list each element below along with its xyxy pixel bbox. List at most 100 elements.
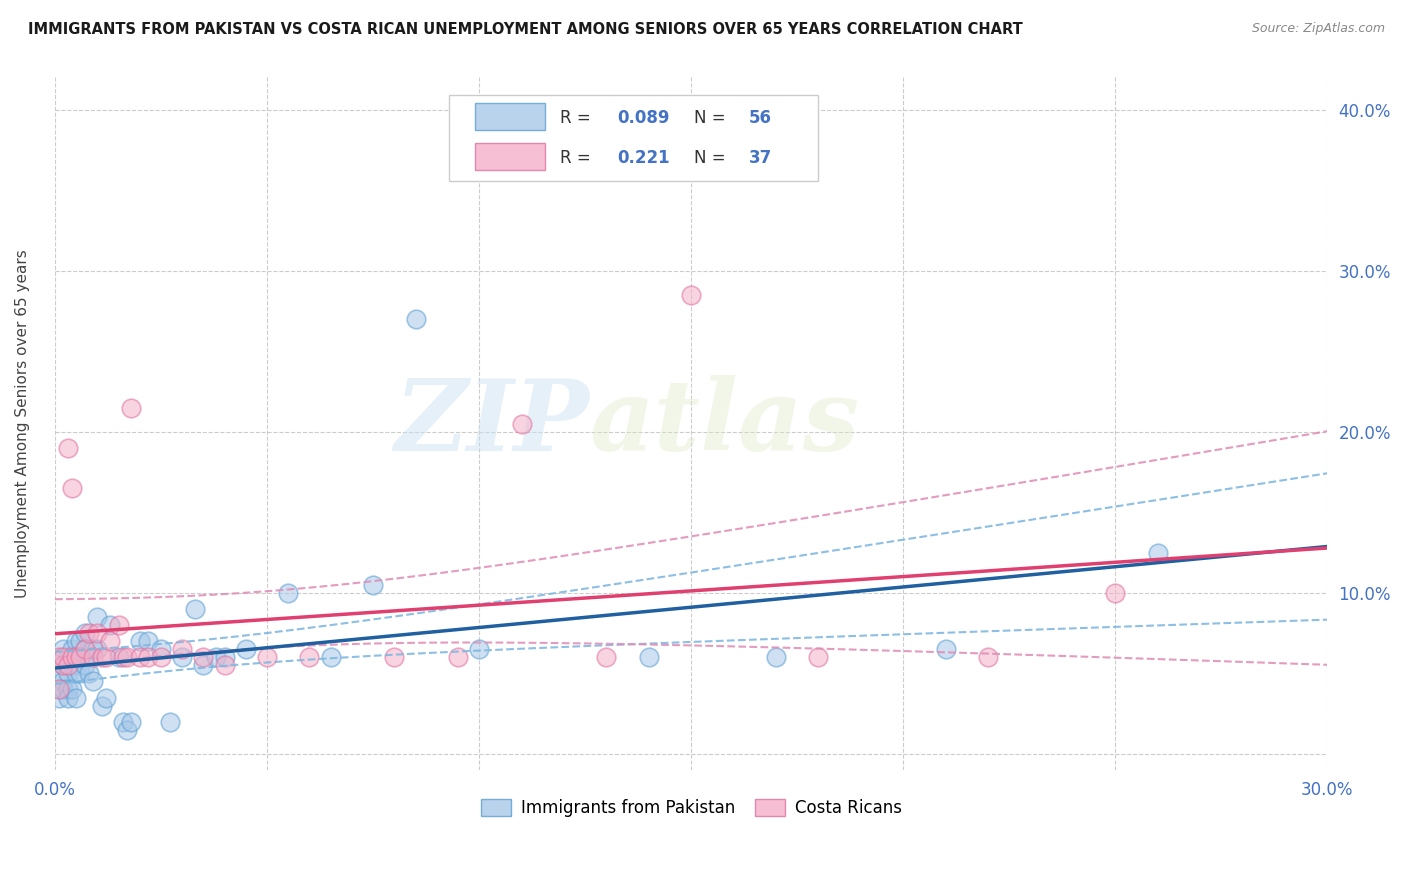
Point <box>256 650 278 665</box>
Point <box>56 658 79 673</box>
Point <box>77 650 100 665</box>
Text: 56: 56 <box>748 109 772 128</box>
Legend: Immigrants from Pakistan, Costa Ricans: Immigrants from Pakistan, Costa Ricans <box>474 792 908 824</box>
Point <box>56 650 79 665</box>
Point <box>159 714 181 729</box>
Point <box>82 650 104 665</box>
Point <box>82 642 104 657</box>
Point <box>69 650 91 665</box>
Point <box>136 650 159 665</box>
Point <box>69 666 91 681</box>
Point <box>277 586 299 600</box>
Point <box>319 650 342 665</box>
Point <box>52 674 75 689</box>
Text: IMMIGRANTS FROM PAKISTAN VS COSTA RICAN UNEMPLOYMENT AMONG SENIORS OVER 65 YEARS: IMMIGRANTS FROM PAKISTAN VS COSTA RICAN … <box>28 22 1024 37</box>
Point <box>86 626 108 640</box>
Point <box>77 626 100 640</box>
Point <box>65 650 87 665</box>
Point <box>90 650 112 665</box>
Point <box>115 650 138 665</box>
Point <box>65 634 87 648</box>
Point <box>48 650 70 665</box>
Point <box>90 698 112 713</box>
Point <box>60 658 83 673</box>
Point <box>56 682 79 697</box>
Point <box>94 690 117 705</box>
Point <box>447 650 470 665</box>
Point <box>111 650 134 665</box>
Point <box>60 650 83 665</box>
Point <box>52 658 75 673</box>
Point <box>48 690 70 705</box>
Point <box>205 650 228 665</box>
Point <box>69 650 91 665</box>
Point <box>73 658 96 673</box>
Point <box>107 618 129 632</box>
Point <box>150 650 173 665</box>
Text: 37: 37 <box>748 149 772 167</box>
Point <box>77 666 100 681</box>
Text: R =: R = <box>560 109 596 128</box>
Point <box>977 650 1000 665</box>
Point <box>65 690 87 705</box>
Point <box>361 578 384 592</box>
Text: R =: R = <box>560 149 596 167</box>
Point <box>298 650 321 665</box>
Point <box>405 312 427 326</box>
Point <box>807 650 830 665</box>
Point <box>136 634 159 648</box>
Point <box>86 642 108 657</box>
Text: 0.221: 0.221 <box>617 149 671 167</box>
Point <box>184 602 207 616</box>
Point <box>150 642 173 657</box>
Point <box>65 666 87 681</box>
Point <box>765 650 787 665</box>
Point <box>94 650 117 665</box>
Point <box>52 650 75 665</box>
Point <box>60 481 83 495</box>
Point <box>120 401 142 415</box>
Point <box>214 658 236 673</box>
Point <box>73 642 96 657</box>
Point <box>637 650 659 665</box>
Point <box>56 441 79 455</box>
Point <box>193 658 215 673</box>
Point <box>107 650 129 665</box>
Point <box>48 682 70 697</box>
Point <box>468 642 491 657</box>
FancyBboxPatch shape <box>450 95 818 181</box>
Point <box>120 714 142 729</box>
Point <box>98 634 121 648</box>
Point <box>172 642 194 657</box>
Point <box>681 288 703 302</box>
Point <box>510 417 533 431</box>
Point <box>69 634 91 648</box>
Point <box>172 650 194 665</box>
Point <box>86 610 108 624</box>
Point <box>60 642 83 657</box>
Point <box>73 626 96 640</box>
Point <box>48 666 70 681</box>
FancyBboxPatch shape <box>475 103 546 129</box>
FancyBboxPatch shape <box>475 144 546 169</box>
Text: N =: N = <box>693 149 731 167</box>
Text: 0.089: 0.089 <box>617 109 669 128</box>
Text: N =: N = <box>693 109 731 128</box>
Y-axis label: Unemployment Among Seniors over 65 years: Unemployment Among Seniors over 65 years <box>15 250 30 599</box>
Point <box>56 666 79 681</box>
Point <box>73 642 96 657</box>
Point <box>52 642 75 657</box>
Point <box>52 682 75 697</box>
Text: Source: ZipAtlas.com: Source: ZipAtlas.com <box>1251 22 1385 36</box>
Point <box>382 650 405 665</box>
Point <box>48 682 70 697</box>
Point <box>235 642 257 657</box>
Text: atlas: atlas <box>589 376 859 472</box>
Point <box>98 618 121 632</box>
Point <box>935 642 957 657</box>
Point <box>60 682 83 697</box>
Point <box>56 690 79 705</box>
Point <box>111 714 134 729</box>
Point <box>128 634 150 648</box>
Point <box>214 650 236 665</box>
